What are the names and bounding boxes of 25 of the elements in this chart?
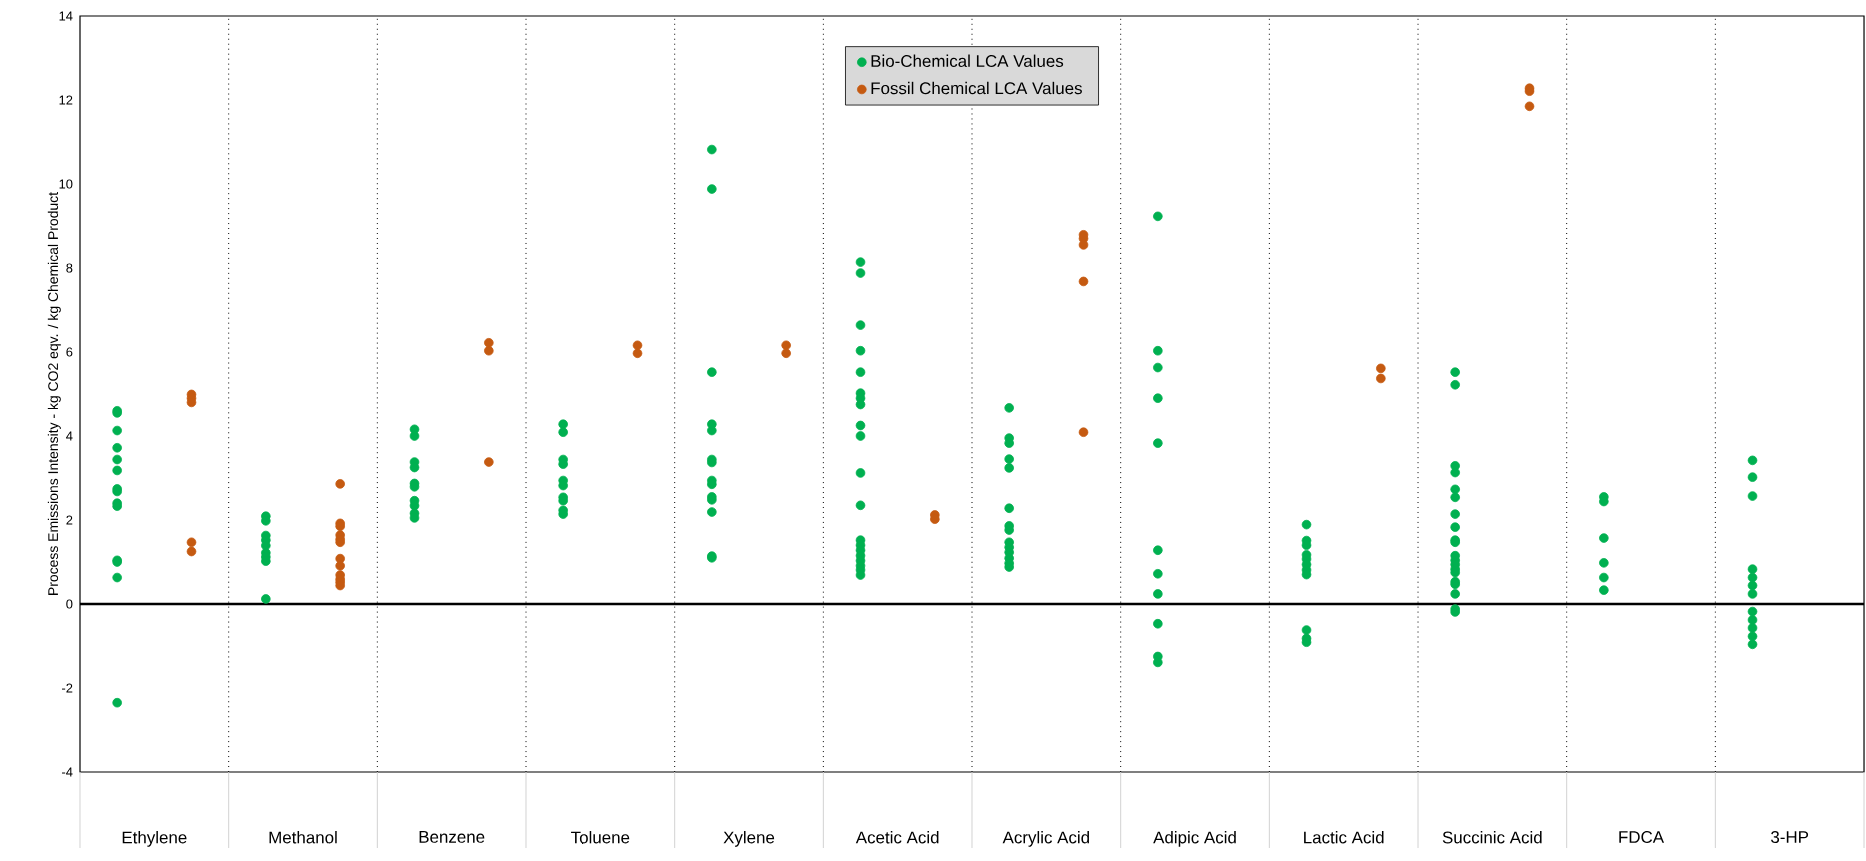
x-tick-label: Acetic Acid [855,831,939,844]
x-tick-label: 3-HP [1771,831,1809,844]
x-tick-label: Ethylene [122,831,187,847]
y-tick-label: 8 [66,263,73,273]
y-tick-label: 12 [59,95,73,105]
x-tick-label: Benzene [419,831,485,843]
x-tick-label: Acrylic Acid [1002,831,1089,847]
x-tick-label: FDCA [1619,831,1665,844]
x-tick-label: Succinic Acid [1442,831,1542,844]
y-tick-label: 10 [59,179,73,189]
y-tick-label: 0 [66,599,73,609]
y-tick-label: -4 [62,767,73,777]
x-tick-label: Lactic Acid [1304,831,1384,844]
x-tick-label: Xylene [723,831,775,847]
x-tick-label: Adipic Acid [1153,831,1236,847]
y-tick-label: 6 [66,347,73,357]
y-tick-label: 14 [59,11,73,21]
y-tick-label: -2 [62,683,73,693]
y-tick-label: 2 [66,515,73,525]
y-tick-label: 4 [66,431,73,441]
x-tick-label: Methanol [269,831,337,844]
y-axis-title: Process Emissions Intensity - kg CO2 eqv. / kg Chemical Product [47,192,61,595]
legend-label: Bio-Chemical LCA Values [871,54,1064,68]
x-tick-label: Toluene [571,831,630,844]
legend-label: Fossil Chemical LCA Values [871,81,1082,95]
